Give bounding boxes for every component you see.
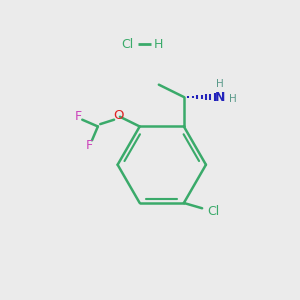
Text: H: H: [154, 38, 163, 50]
Text: O: O: [113, 109, 124, 122]
Text: Cl: Cl: [122, 38, 134, 50]
Text: Cl: Cl: [207, 205, 220, 218]
Text: H: H: [230, 94, 237, 104]
Text: F: F: [75, 110, 82, 123]
Text: N: N: [215, 91, 225, 103]
Text: F: F: [86, 139, 93, 152]
Text: H: H: [216, 79, 224, 89]
